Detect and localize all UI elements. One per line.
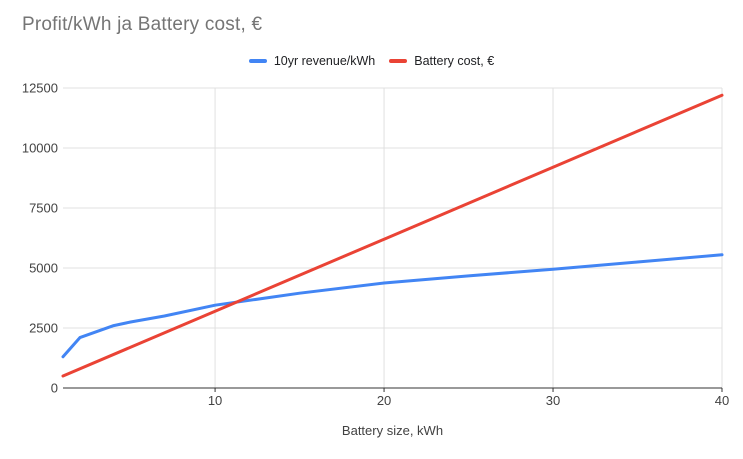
legend-swatch-battery-cost <box>389 59 408 63</box>
y-tick-label-12500: 12500 <box>22 81 58 96</box>
x-axis-title: Battery size, kWh <box>341 423 444 438</box>
series-line-battery-cost <box>61 93 724 378</box>
y-tick-label-0: 0 <box>51 381 58 396</box>
legend: 10yr revenue/kWh Battery cost, € <box>0 52 743 70</box>
x-tick-label-30: 30 <box>546 393 560 408</box>
x-tick-label-40: 40 <box>715 393 729 408</box>
y-tick-label-5000: 5000 <box>29 261 58 276</box>
x-tick-label-10: 10 <box>208 393 222 408</box>
chart-title: Profit/kWh ja Battery cost, € <box>22 14 263 35</box>
legend-label-battery-cost: Battery cost, € <box>414 54 495 68</box>
y-tick-label-7500: 7500 <box>29 201 58 216</box>
legend-item-revenue[interactable]: 10yr revenue/kWh <box>248 54 376 68</box>
legend-swatch-revenue <box>248 59 267 63</box>
series-line-revenue <box>61 253 724 359</box>
legend-label-revenue: 10yr revenue/kWh <box>273 54 376 68</box>
legend-item-battery-cost[interactable]: Battery cost, € <box>389 54 494 68</box>
y-tick-label-10000: 10000 <box>22 141 58 156</box>
y-tick-label-2500: 2500 <box>29 321 58 336</box>
x-tick-label-20: 20 <box>377 393 391 408</box>
